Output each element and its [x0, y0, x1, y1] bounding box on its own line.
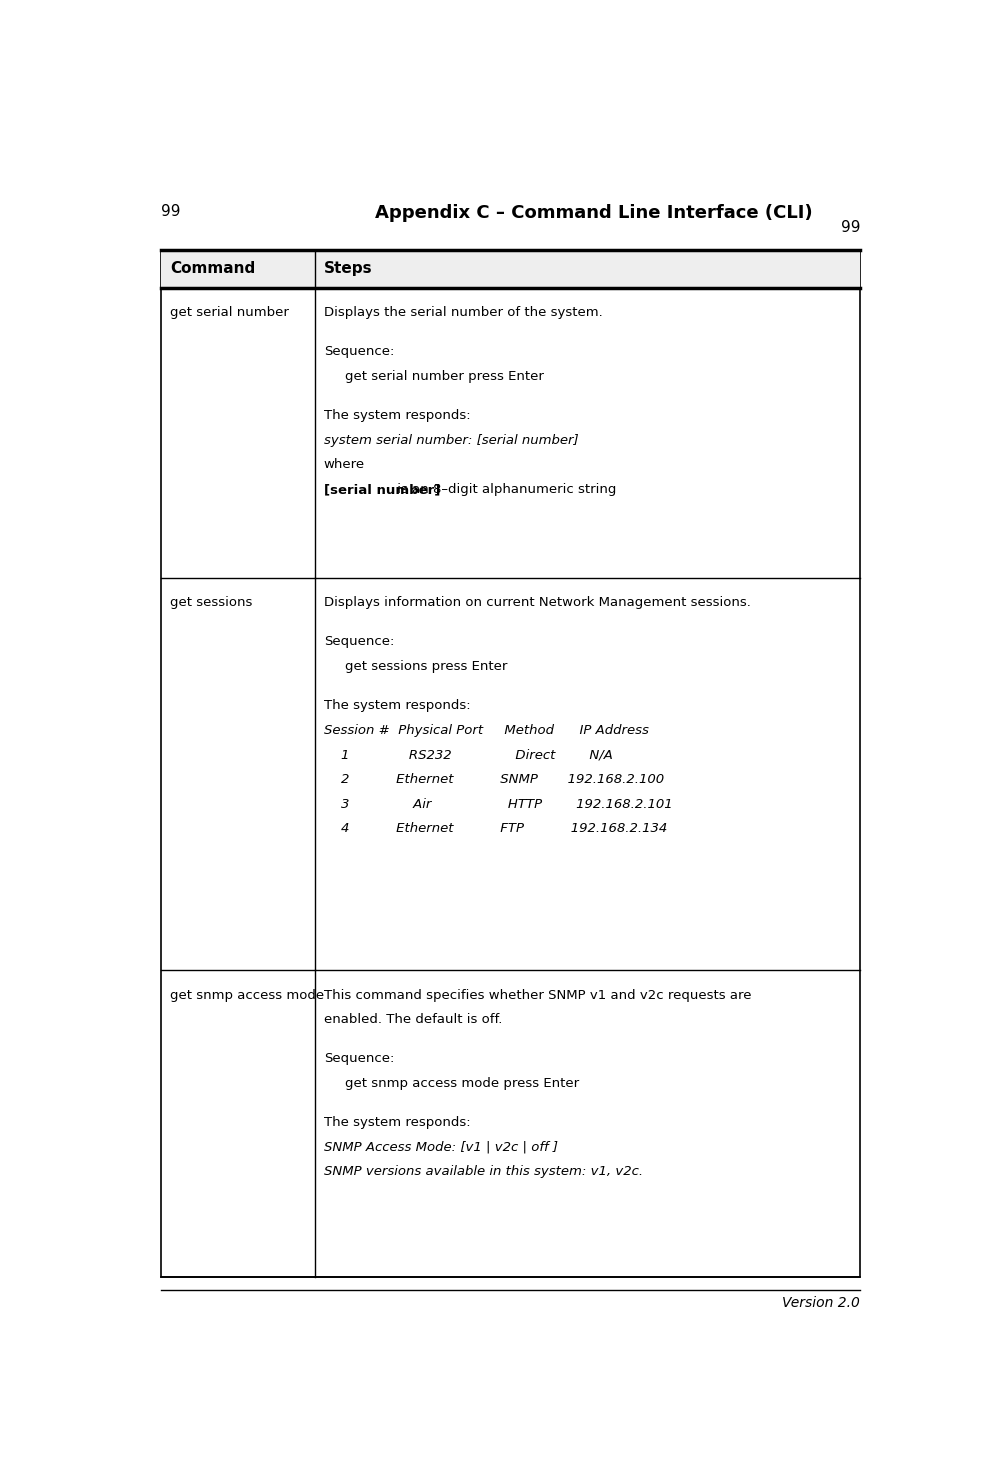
Text: get sessions: get sessions — [170, 597, 252, 608]
Text: where: where — [324, 459, 365, 472]
Text: SNMP versions available in this system: v1, v2c.: SNMP versions available in this system: … — [324, 1165, 643, 1178]
Text: get snmp access mode press Enter: get snmp access mode press Enter — [345, 1077, 579, 1089]
Text: get serial number press Enter: get serial number press Enter — [345, 370, 543, 383]
Text: [serial number]: [serial number] — [324, 482, 440, 496]
Text: get snmp access mode: get snmp access mode — [170, 988, 324, 1002]
Text: 3               Air                  HTTP        192.168.2.101: 3 Air HTTP 192.168.2.101 — [324, 797, 672, 810]
Text: Sequence:: Sequence: — [324, 1052, 394, 1066]
Text: Displays the serial number of the system.: Displays the serial number of the system… — [324, 306, 602, 319]
Bar — [161, 251, 860, 288]
Text: Version 2.0: Version 2.0 — [782, 1296, 860, 1309]
Text: 99: 99 — [841, 220, 860, 236]
Text: get sessions press Enter: get sessions press Enter — [345, 660, 507, 672]
Text: is an 8–digit alphanumeric string: is an 8–digit alphanumeric string — [393, 482, 617, 496]
Text: Session #  Physical Port     Method      IP Address: Session # Physical Port Method IP Addres… — [324, 724, 648, 738]
Text: 4           Ethernet           FTP           192.168.2.134: 4 Ethernet FTP 192.168.2.134 — [324, 822, 667, 835]
Text: Appendix C – Command Line Interface (CLI): Appendix C – Command Line Interface (CLI… — [375, 205, 813, 223]
Text: system serial number: [serial number]: system serial number: [serial number] — [324, 433, 578, 447]
Text: Steps: Steps — [324, 261, 372, 276]
Text: The system responds:: The system responds: — [324, 1116, 470, 1129]
Text: get serial number: get serial number — [170, 306, 288, 319]
Bar — [161, 251, 860, 1278]
Text: 1              RS232               Direct        N/A: 1 RS232 Direct N/A — [324, 748, 612, 761]
Text: 2           Ethernet           SNMP       192.168.2.100: 2 Ethernet SNMP 192.168.2.100 — [324, 773, 664, 787]
Text: The system responds:: The system responds: — [324, 699, 470, 712]
Text: enabled. The default is off.: enabled. The default is off. — [324, 1014, 502, 1025]
Text: The system responds:: The system responds: — [324, 410, 470, 423]
Text: Sequence:: Sequence: — [324, 346, 394, 358]
Text: This command specifies whether SNMP v1 and v2c requests are: This command specifies whether SNMP v1 a… — [324, 988, 751, 1002]
Text: Displays information on current Network Management sessions.: Displays information on current Network … — [324, 597, 750, 608]
Text: SNMP Access Mode: [v1 | v2c | off ]: SNMP Access Mode: [v1 | v2c | off ] — [324, 1141, 557, 1155]
Text: 99: 99 — [161, 205, 181, 220]
Text: Command: Command — [170, 261, 255, 276]
Text: Sequence:: Sequence: — [324, 635, 394, 649]
